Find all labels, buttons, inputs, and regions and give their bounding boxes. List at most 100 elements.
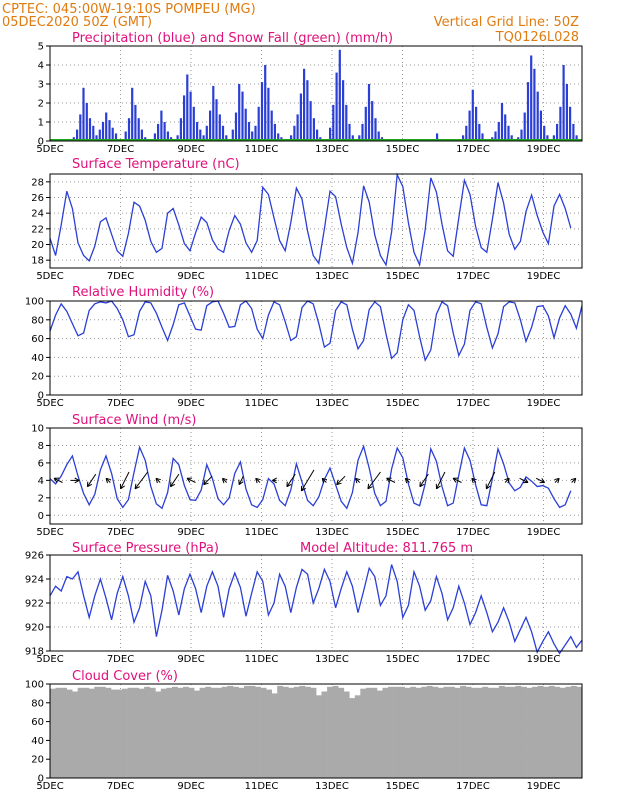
- precip-panel: 0 1 2 3 4 5 5DEC 7DEC 9DEC 11DEC 13DEC 15DEC 17DEC 19…: [36, 42, 583, 155]
- precip-bar: [267, 87, 270, 141]
- precip-bar: [134, 104, 137, 141]
- precip-bar: [105, 112, 108, 141]
- rh-xtick-label: 17DEC: [456, 398, 490, 409]
- cloud-column: [515, 685, 522, 778]
- precip-xtick-label: 9DEC: [177, 144, 204, 155]
- precip-bar: [79, 114, 82, 141]
- wind-arrow: [238, 475, 244, 486]
- wind-arrow: [155, 477, 161, 484]
- cloud-column: [338, 687, 345, 778]
- wind-arrow: [300, 469, 315, 492]
- wind-ytick-label: 0: [38, 511, 44, 522]
- precip-bar: [475, 106, 478, 141]
- cloud-column: [532, 686, 538, 778]
- precip-bar: [186, 74, 189, 141]
- precip-bar: [290, 135, 293, 141]
- precip-bar: [88, 118, 92, 141]
- cloud-column: [88, 688, 95, 778]
- wind-arrow: [255, 477, 261, 484]
- rh-ytick-label: 20: [31, 372, 44, 383]
- pres-series-line: [49, 564, 583, 655]
- precip-bar: [364, 106, 367, 141]
- temp-xtick-label: 9DEC: [177, 271, 204, 282]
- precip-bar: [358, 135, 361, 141]
- precip-bar: [95, 135, 98, 141]
- cloud-panel: 0 20 40 60 80 100 5DEC 7DEC 9DEC 11DEC 13DEC 15DEC 1…: [25, 680, 583, 792]
- cloud-column: [493, 687, 500, 778]
- precip-bar: [329, 127, 332, 141]
- precip-bar: [559, 106, 562, 141]
- cloud-column: [365, 687, 372, 778]
- cloud-column: [543, 686, 550, 778]
- rh-series-line: [49, 300, 583, 363]
- temp-title: Surface Temperature (nC): [72, 157, 240, 172]
- precip-bar: [500, 103, 504, 141]
- precip-xtick-label: 13DEC: [315, 144, 349, 155]
- cloud-xtick-label: 7DEC: [107, 781, 134, 792]
- precip-bar: [374, 118, 377, 141]
- temp-xtick-label: 17DEC: [456, 271, 490, 282]
- cloud-column: [171, 686, 178, 778]
- precip-bar: [137, 118, 140, 141]
- wind-title: Surface Wind (m/s): [72, 413, 196, 428]
- cloud-column: [166, 687, 173, 778]
- wind-xtick-label: 5DEC: [36, 527, 63, 538]
- cloud-column: [183, 686, 189, 778]
- cloud-column: [393, 686, 400, 778]
- precip-bar: [205, 125, 208, 141]
- precip-bar: [351, 135, 354, 141]
- wind-arrow: [435, 471, 446, 490]
- cloud-column: [50, 688, 56, 778]
- precip-bar: [221, 125, 225, 141]
- wind-arrow: [386, 477, 396, 483]
- wind-ytick-label: 8: [38, 441, 44, 452]
- precip-bar: [196, 122, 199, 141]
- precip-bar: [209, 110, 212, 141]
- precip-bar: [163, 122, 166, 141]
- rh-panel: 0 20 40 60 80 100 5DEC 7DEC 9DEC 11DEC 13DEC 15DEC 1…: [25, 297, 583, 409]
- cloud-column: [421, 686, 428, 778]
- precip-ytick-label: 5: [38, 42, 44, 53]
- rh-ytick-label: 80: [31, 315, 44, 326]
- precip-xtick-label: 5DEC: [36, 144, 63, 155]
- cloud-column: [559, 687, 566, 778]
- cloud-column: [271, 693, 278, 778]
- precip-bar: [108, 120, 111, 141]
- cloud-column: [127, 687, 134, 778]
- cloud-column: [66, 689, 73, 778]
- precip-bar: [562, 65, 565, 141]
- wind-arrow: [186, 477, 196, 483]
- precip-bar: [494, 131, 497, 141]
- precip-bar: [114, 133, 118, 141]
- wind-arrow: [170, 473, 180, 488]
- cloud-column: [221, 686, 228, 778]
- cloud-column: [460, 685, 466, 778]
- pres-ytick-label: 918: [25, 647, 44, 658]
- cloud-column: [310, 687, 317, 778]
- cloud-column: [133, 687, 139, 778]
- cloud-column: [526, 687, 533, 778]
- precip-bar: [166, 131, 169, 141]
- precip-title: Precipitation (blue) and Snow Fall (gree…: [72, 31, 393, 46]
- cloud-ytick-label: 0: [38, 774, 44, 785]
- wind-arrow: [272, 477, 277, 484]
- precip-bar: [348, 123, 351, 141]
- cloud-column: [443, 686, 450, 778]
- precip-bar: [510, 135, 513, 141]
- cloud-column: [282, 686, 289, 778]
- cloud-column: [426, 685, 433, 778]
- pres-ytick-label: 924: [25, 575, 44, 586]
- precip-bar: [361, 123, 364, 141]
- rh-xtick-label: 15DEC: [386, 398, 420, 409]
- cloud-ytick-label: 60: [31, 717, 44, 728]
- precip-ytick-label: 1: [38, 118, 44, 129]
- cloud-column: [105, 687, 112, 778]
- cloud-column: [144, 686, 151, 778]
- precip-bar: [179, 118, 182, 141]
- temp-xtick-label: 11DEC: [245, 271, 279, 282]
- header-location: CPTEC: 045:00W-19:10S POMPEU (MG): [2, 2, 256, 17]
- temp-xtick-label: 13DEC: [315, 271, 349, 282]
- temp-ytick-label: 18: [31, 256, 44, 267]
- precip-bar: [367, 84, 371, 141]
